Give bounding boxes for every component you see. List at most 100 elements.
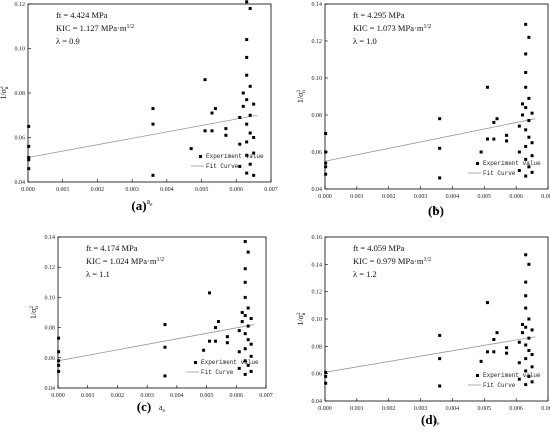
- x-tick-label: 0.004: [160, 187, 174, 193]
- parameter-annotation: KIC = 1.127 MPa·m1/2: [56, 23, 134, 33]
- data-point: [213, 326, 217, 330]
- x-tick-label: 0.000: [318, 406, 332, 412]
- y-tick-label: 0.08: [312, 113, 323, 119]
- data-point: [495, 117, 499, 121]
- y-tick-label: 0.14: [312, 2, 323, 8]
- fit-curve-line: [324, 118, 536, 162]
- legend-label-fit: Fit Curve: [206, 163, 239, 170]
- y-tick-label: 0.04: [312, 187, 323, 193]
- y-tick-label: 0.06: [312, 372, 323, 378]
- data-point: [492, 338, 496, 341]
- data-point: [517, 150, 521, 154]
- data-point: [527, 317, 531, 321]
- parameter-annotation: KIC = 0.979 MPa·m1/2: [353, 256, 431, 266]
- data-point: [524, 174, 528, 178]
- data-point: [252, 151, 256, 155]
- y-tick-label: 0.12: [312, 290, 323, 296]
- data-point: [521, 331, 525, 335]
- data-point: [238, 115, 242, 119]
- y-tick-label: 0.04: [15, 180, 26, 186]
- chart-panel-4: 0.000 0.001 0.002 0.003 0.004 0.005 0.006 0.007…: [296, 235, 550, 427]
- data-point: [240, 320, 244, 324]
- x-tick-label: 0.005: [200, 393, 214, 399]
- data-point: [324, 150, 328, 154]
- data-point: [249, 342, 253, 346]
- x-tick-label: 0.005: [478, 194, 492, 200]
- x-tick-label: 0.006: [509, 194, 523, 200]
- data-point: [210, 111, 214, 115]
- x-tick-label: 0.007: [259, 393, 273, 399]
- panel-label: (c): [137, 399, 151, 414]
- data-point: [485, 137, 489, 141]
- data-point: [248, 162, 252, 166]
- data-point: [530, 353, 534, 357]
- data-point: [524, 157, 528, 161]
- data-point: [163, 374, 167, 378]
- data-point: [245, 55, 249, 59]
- fit-curve-line: [57, 324, 255, 362]
- data-point: [241, 91, 245, 95]
- parameter-annotation: λ = 1.0: [353, 36, 377, 46]
- data-point: [27, 144, 31, 148]
- x-tick-label: 0.006: [230, 393, 244, 399]
- data-point: [324, 161, 328, 165]
- parameter-annotation: λ = 1.1: [86, 269, 110, 279]
- data-point: [27, 156, 31, 160]
- data-point: [530, 380, 534, 384]
- panel-label: (b): [428, 203, 444, 218]
- panel-label: (d): [421, 412, 437, 427]
- data-point: [246, 324, 250, 328]
- x-tick-label: 0.005: [478, 406, 492, 412]
- data-point: [479, 150, 483, 154]
- x-tick-label: 0.007: [541, 194, 550, 200]
- chart-panel-3: 0.000 0.001 0.002 0.003 0.004 0.005 0.006 0.007…: [29, 235, 273, 414]
- data-point: [224, 127, 228, 131]
- y-tick-label: 0.08: [45, 326, 56, 332]
- y-tick-label: 0.10: [15, 47, 26, 53]
- data-point: [151, 107, 155, 111]
- x-axis-title: ae: [159, 403, 166, 414]
- data-point: [243, 240, 247, 244]
- data-point: [243, 372, 247, 376]
- data-point: [249, 354, 253, 358]
- data-point: [517, 361, 521, 365]
- data-point: [492, 120, 496, 124]
- x-tick-label: 0.003: [140, 393, 154, 399]
- data-point: [243, 347, 247, 351]
- data-point: [246, 338, 250, 342]
- data-point: [237, 329, 241, 333]
- data-point: [524, 280, 528, 284]
- data-point: [505, 133, 509, 137]
- data-point: [245, 38, 249, 42]
- data-point: [324, 172, 328, 176]
- parameter-annotation: ft = 4.295 MPa: [353, 10, 405, 20]
- y-tick-label: 0.12: [312, 39, 323, 45]
- legend-label-experiment: Experiment value: [483, 372, 541, 379]
- data-point: [438, 117, 442, 121]
- x-tick-label: 0.002: [91, 187, 105, 193]
- data-point: [248, 84, 252, 88]
- x-tick-label: 0.001: [81, 393, 95, 399]
- y-axis-title: 1/σ2n: [296, 312, 307, 326]
- data-point: [438, 146, 442, 150]
- fit-curve-line: [324, 336, 536, 373]
- data-point: [438, 384, 442, 388]
- data-point: [57, 369, 61, 373]
- data-point: [248, 113, 252, 117]
- data-point: [521, 113, 525, 117]
- data-point: [213, 107, 217, 111]
- legend-label-experiment: Experiment value: [206, 153, 264, 160]
- data-point: [527, 165, 531, 169]
- x-tick-label: 0.002: [382, 194, 396, 200]
- data-point: [530, 141, 534, 145]
- data-point: [57, 350, 61, 354]
- y-tick-label: 0.06: [15, 136, 26, 142]
- data-point: [208, 291, 212, 295]
- data-point: [524, 70, 528, 74]
- x-tick-label: 0.004: [170, 393, 184, 399]
- data-point: [505, 139, 509, 143]
- chart-panel-1: 0.000 0.001 0.002 0.003 0.004 0.005 0.006 0.007…: [0, 0, 278, 213]
- data-point: [252, 136, 256, 139]
- x-tick-label: 0.006: [230, 187, 244, 193]
- data-point: [324, 381, 328, 385]
